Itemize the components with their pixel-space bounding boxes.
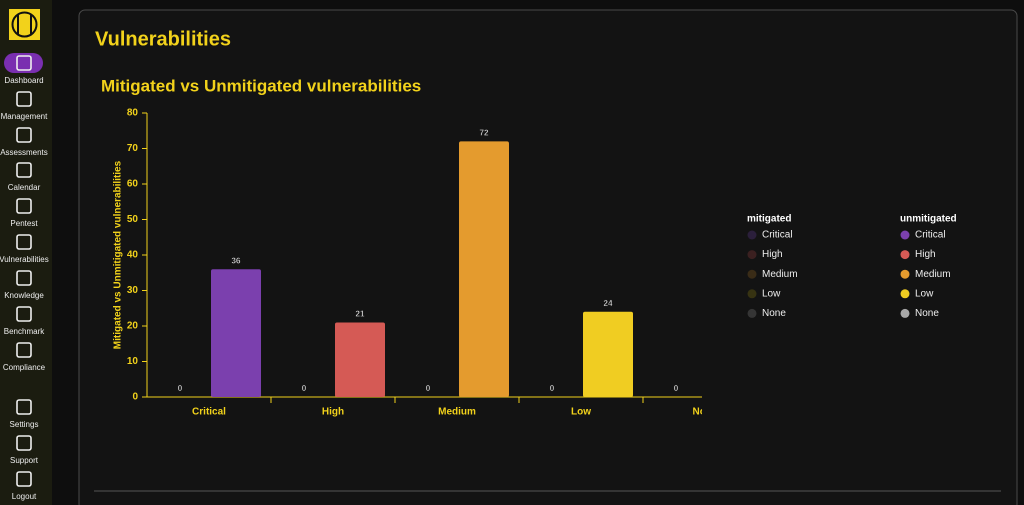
legend-label[interactable]: High [915, 249, 936, 260]
y-axis-label: Mitigated vs Unmitigated vulnerabilities [113, 160, 124, 349]
data-label: 0 [302, 384, 307, 393]
nav-label[interactable]: Assessments [0, 148, 48, 157]
legend-label[interactable]: None [762, 308, 786, 319]
legend-label[interactable]: Low [762, 288, 781, 299]
x-tick-label: High [322, 407, 344, 418]
nav-label[interactable]: Dashboard [4, 76, 43, 85]
logo-mark [11, 11, 38, 38]
legend-label[interactable]: Medium [915, 269, 951, 280]
nav-icon[interactable] [16, 471, 32, 487]
y-tick-label: 40 [127, 250, 139, 261]
legend-swatch[interactable] [747, 289, 757, 299]
nav-icon[interactable] [16, 435, 32, 451]
legend-swatch[interactable] [747, 269, 757, 279]
y-tick-label: 10 [127, 356, 139, 367]
nav-icon[interactable] [16, 91, 32, 107]
data-label: 0 [674, 384, 679, 393]
data-label: 24 [604, 299, 613, 308]
plot: 0 10 20 30 40 50 60 70 80 Critical 0 36 High 0 21 Mediu… [127, 108, 718, 418]
legend-label[interactable]: High [762, 249, 783, 260]
nav-label[interactable]: Vulnerabilities [0, 255, 49, 264]
nav-icon[interactable] [16, 399, 32, 415]
y-tick-label: 0 [132, 392, 138, 403]
legend-label[interactable]: Low [915, 288, 934, 299]
chart-title: Mitigated vs Unmitigated vulnerabilities [101, 76, 421, 95]
nav-icon[interactable] [16, 127, 32, 143]
y-tick-label: 30 [127, 285, 139, 296]
legend-title: mitigated [747, 214, 791, 225]
legend-title: unmitigated [900, 214, 957, 225]
y-tick-label: 50 [127, 214, 139, 225]
active-pill [4, 53, 43, 73]
x-tick-label: None [693, 407, 718, 418]
legend-swatch[interactable] [900, 269, 910, 279]
data-label: 0 [426, 384, 431, 393]
nav-icon[interactable] [16, 162, 32, 178]
panel [78, 9, 1018, 505]
nav-label[interactable]: Settings [10, 420, 39, 429]
data-label: 0 [178, 384, 183, 393]
legend-label[interactable]: None [915, 308, 939, 319]
nav-icon[interactable] [16, 198, 32, 214]
bar [211, 269, 261, 397]
data-label: 0 [550, 384, 555, 393]
page-title: Vulnerabilities [95, 28, 231, 50]
legend-label[interactable]: Critical [915, 230, 946, 241]
y-tick-label: 60 [127, 179, 139, 190]
nav-icon[interactable] [16, 234, 32, 250]
legend-label[interactable]: Critical [762, 230, 793, 241]
bar [335, 322, 385, 397]
nav-icon[interactable] [16, 55, 32, 71]
legend-swatch[interactable] [747, 230, 757, 240]
legend-swatch[interactable] [747, 250, 757, 260]
data-label: 21 [356, 310, 365, 319]
legend-label[interactable]: Medium [762, 269, 798, 280]
legend-swatch[interactable] [900, 289, 910, 299]
y-tick-label: 70 [127, 143, 139, 154]
nav-icon[interactable] [16, 306, 32, 322]
x-tick-label: Medium [438, 407, 476, 418]
bar [583, 311, 633, 397]
nav-label[interactable]: Logout [12, 492, 37, 501]
nav-label[interactable]: Support [10, 456, 39, 465]
nav-label[interactable]: Compliance [3, 363, 46, 372]
nav-icon[interactable] [16, 342, 32, 358]
y-tick-label: 20 [127, 321, 139, 332]
nav-label[interactable]: Pentest [10, 219, 38, 228]
legend-swatch[interactable] [747, 308, 757, 318]
nav-label[interactable]: Benchmark [4, 327, 45, 336]
legend-swatch[interactable] [900, 230, 910, 240]
legend-swatch[interactable] [900, 308, 910, 318]
x-tick-label: Critical [192, 407, 226, 418]
data-label: 36 [232, 256, 241, 265]
x-tick-label: Low [571, 407, 591, 418]
nav-icon[interactable] [16, 270, 32, 286]
logo[interactable] [9, 9, 40, 40]
nav-label[interactable]: Management [1, 112, 48, 121]
legend-swatch[interactable] [900, 250, 910, 260]
sidebar [0, 0, 52, 505]
nav-label[interactable]: Knowledge [4, 291, 44, 300]
bar [459, 141, 509, 397]
data-label: 72 [480, 129, 489, 138]
y-tick-label: 80 [127, 108, 139, 119]
nav-label[interactable]: Calendar [8, 183, 41, 192]
